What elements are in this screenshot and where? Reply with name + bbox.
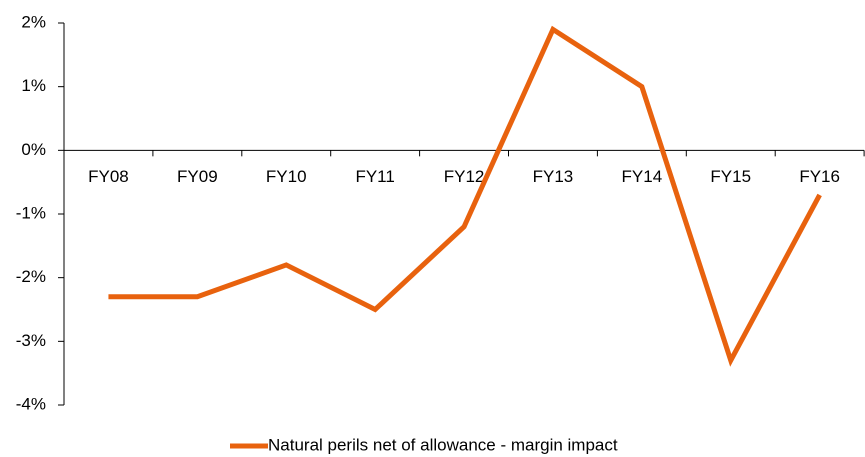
y-tick-label: -4% xyxy=(16,394,46,413)
y-tick-label: 2% xyxy=(21,12,46,31)
legend-label: Natural perils net of allowance - margin… xyxy=(268,435,618,454)
x-tick-label: FY10 xyxy=(266,167,307,186)
x-tick-label: FY15 xyxy=(710,167,751,186)
x-tick-label: FY13 xyxy=(533,167,574,186)
x-tick-label: FY09 xyxy=(177,167,218,186)
y-tick-label: -1% xyxy=(16,203,46,222)
x-tick-label: FY12 xyxy=(444,167,485,186)
y-tick-label: -2% xyxy=(16,267,46,286)
x-tick-label: FY16 xyxy=(799,167,840,186)
data-line xyxy=(108,25,822,367)
x-tick-label: FY08 xyxy=(88,167,129,186)
y-tick-label: 1% xyxy=(21,76,46,95)
x-tick-label: FY11 xyxy=(355,167,394,186)
y-tick-label: -3% xyxy=(16,331,46,350)
x-tick-label: FY14 xyxy=(622,167,663,186)
y-tick-label: 0% xyxy=(21,140,46,159)
